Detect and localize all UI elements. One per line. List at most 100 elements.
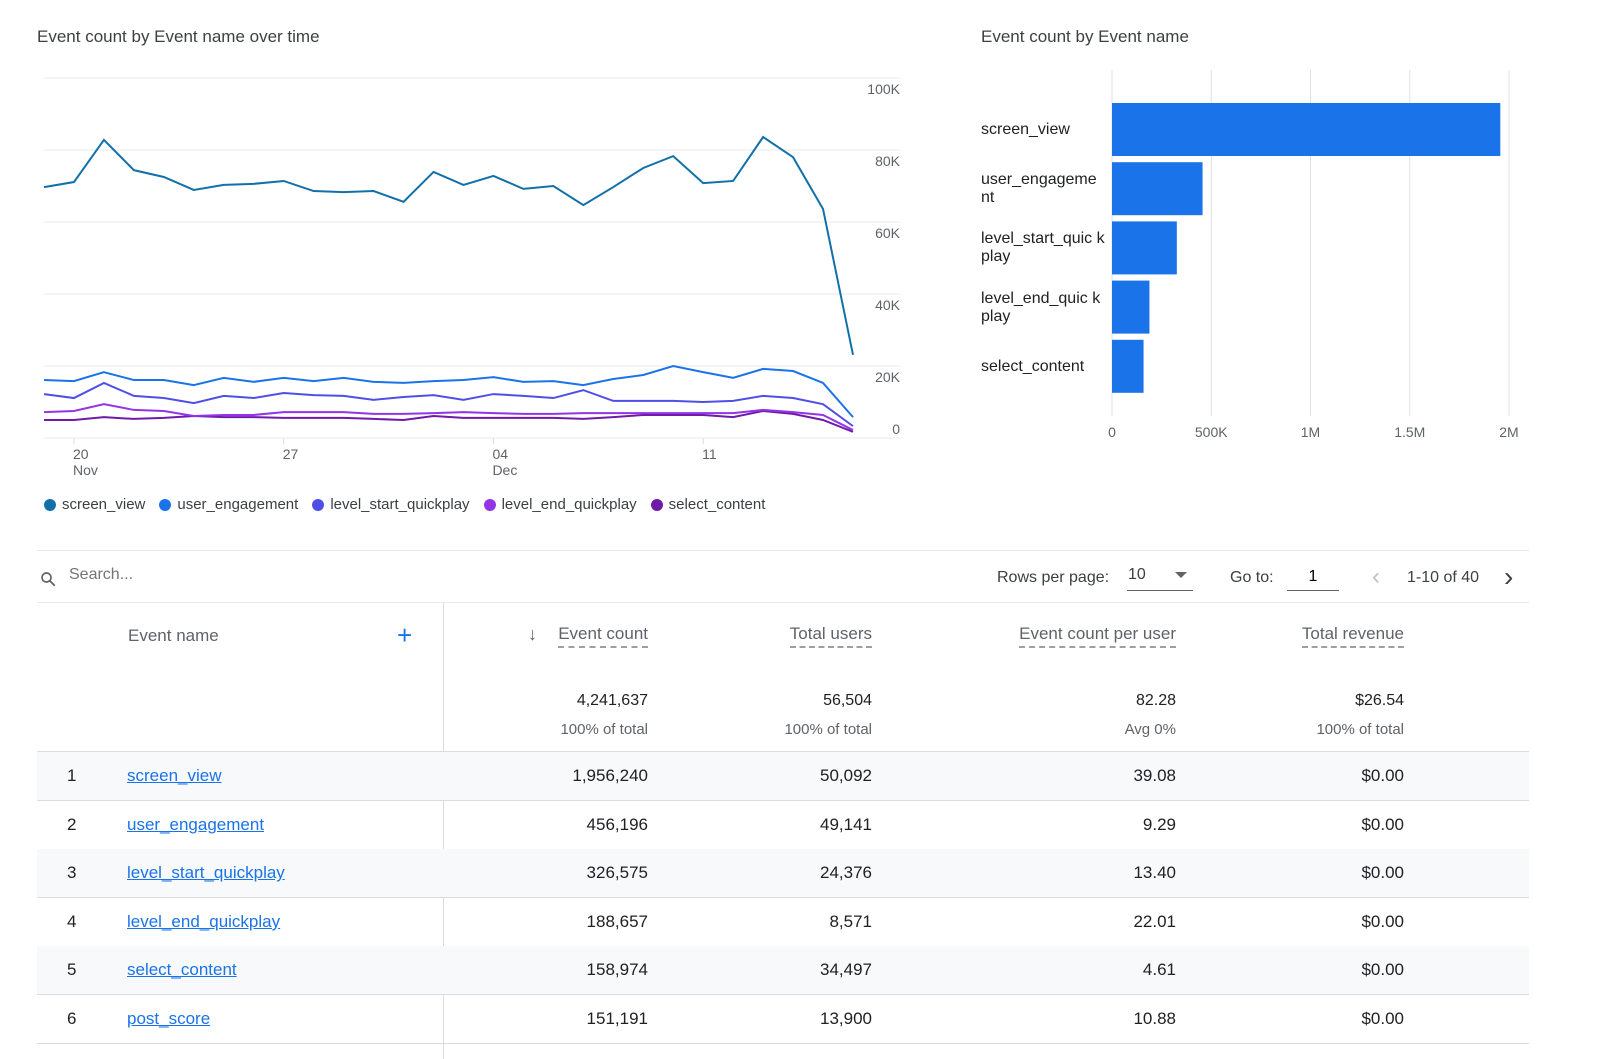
table-row: 2 user_engagement 456,196 49,141 9.29 $0.00 [37,801,1529,850]
legend-label: select_content [668,496,766,513]
column-header-event-count-per-user[interactable]: Event count per user [1019,624,1176,648]
total-event-count-per-user: 82.28 [1135,692,1176,709]
column-header-total-users[interactable]: Total users [789,624,872,648]
total-users: 56,504 [823,692,872,709]
bar[interactable] [1112,162,1203,216]
bar-label: screen_view [981,121,1070,138]
x-tick-label: 500K [1195,424,1228,440]
revenue-cell: $0.00 [1361,1009,1404,1028]
legend-item-select_content[interactable]: select_content [650,496,766,513]
x-tick-sublabel: Nov [73,462,98,478]
table-row: 3 level_start_quickplay 326,575 24,376 13.40… [37,849,1529,899]
event-count-cell: 456,196 [586,814,648,834]
column-header-event-name[interactable]: Event name [128,626,219,645]
legend-dot-icon [650,498,663,511]
dropdown-arrow-icon [1175,572,1187,578]
revenue-cell: $0.00 [1361,960,1404,980]
legend-label: user_engagement [177,496,299,513]
bar[interactable] [1112,339,1144,393]
legend-label: level_end_quickplay [501,496,637,513]
x-tick-sublabel: Dec [492,462,517,478]
total-users-cell: 8,571 [829,911,872,931]
table-toolbar: Rows per page: 10 Go to: ‹ 1-10 of 40 › [37,550,1529,603]
rows-per-page-select[interactable]: 10 [1127,563,1193,591]
total-revenue-sub: 100% of total [1316,721,1404,738]
legend-item-user_engagement[interactable]: user_engagement [159,496,298,513]
event-count-cell: 158,974 [586,960,648,980]
bar-label: select_content [981,357,1085,375]
total-users-cell: 34,497 [820,960,872,980]
table-row: 5 select_content 158,974 34,497 4.61 $0.00 [37,946,1529,996]
page-range: 1-10 of 40 [1407,569,1480,586]
x-tick-label: 2M [1499,424,1518,440]
series-line-screen_view [43,135,854,356]
x-tick-label: 11 [702,446,717,462]
total-users-cell: 50,092 [820,766,872,785]
revenue-cell: $0.00 [1361,814,1404,834]
search-input[interactable] [69,566,369,584]
revenue-cell: $0.00 [1361,911,1404,931]
event-name-link[interactable]: level_end_quickplay [127,911,281,931]
total-users-cell: 24,376 [820,863,872,883]
goto-input[interactable] [1287,563,1339,591]
row-rank: 5 [67,960,77,980]
bar[interactable] [1112,280,1150,334]
x-tick-label: 20 [73,446,89,462]
bar-chart: 0 500K 1M 1.5M 2M [1108,70,1519,440]
prev-page-button[interactable]: ‹ [1372,563,1380,590]
revenue-cell: $0.00 [1361,766,1404,785]
y-tick-label: 100K [867,81,900,97]
event-count-cell: 1,956,240 [572,766,648,785]
rows-per-page-label: Rows per page: [997,569,1110,586]
goto-label: Go to: [1230,569,1274,586]
legend-dot-icon [312,498,325,511]
legend-item-level_start_quickplay[interactable]: level_start_quickplay [312,496,470,513]
event-count-cell: 326,575 [586,863,648,883]
legend-dot-icon [44,498,56,511]
y-tick-label: 40K [875,297,901,313]
row-rank: 2 [67,814,77,834]
search-icon [41,572,56,587]
y-tick-label: 0 [892,421,900,437]
total-users-cell: 49,141 [820,814,872,834]
series-line-level_start_quickplay [43,381,854,427]
total-users-sub: 100% of total [784,721,872,738]
column-header-total-revenue[interactable]: Total revenue [1301,624,1404,648]
legend-item-screen_view[interactable]: screen_view [44,496,145,513]
row-rank: 6 [67,1009,77,1028]
bar[interactable] [1112,221,1177,275]
event-name-link[interactable]: select_content [127,960,237,980]
y-tick-label: 80K [875,153,901,169]
column-divider [443,603,444,1059]
per-user-cell: 39.08 [1133,766,1176,785]
row-rank: 1 [67,766,77,785]
event-name-link[interactable]: level_start_quickplay [127,863,285,883]
event-count-cell: 188,657 [586,911,648,931]
total-revenue: $26.54 [1355,692,1404,709]
legend-item-level_end_quickplay[interactable]: level_end_quickplay [483,496,637,513]
total-event-count: 4,241,637 [576,692,648,709]
table-row: 6 post_score 151,191 13,900 10.88 $0.00 [37,995,1529,1044]
bar[interactable] [1112,103,1501,156]
next-page-button[interactable]: › [1504,561,1514,592]
line-chart-title: Event count by Event name over time [37,27,320,46]
y-tick-label: 60K [875,225,901,241]
legend-dot-icon [483,498,496,511]
event-name-link[interactable]: screen_view [127,766,222,785]
per-user-cell: 13.40 [1133,863,1176,883]
event-name-link[interactable]: user_engagement [127,814,265,834]
sort-descending-icon: ↓ [528,624,537,644]
bar-label: level_start_quic kplay [981,230,1105,266]
add-dimension-button[interactable]: + [397,620,413,650]
x-tick-label: 04 [492,446,508,462]
column-header-event-count[interactable]: Event count [558,624,648,648]
event-count-cell: 151,191 [586,1009,648,1028]
legend-dot-icon [159,498,172,511]
event-name-link[interactable]: post_score [127,1009,211,1028]
bar-label: user_engageme nt [981,171,1097,207]
total-per-user-sub: Avg 0% [1124,721,1176,738]
row-rank: 4 [67,911,77,931]
per-user-cell: 22.01 [1133,911,1176,931]
line-chart-legend: screen_view user_engagement level_start_qu… [44,496,765,513]
